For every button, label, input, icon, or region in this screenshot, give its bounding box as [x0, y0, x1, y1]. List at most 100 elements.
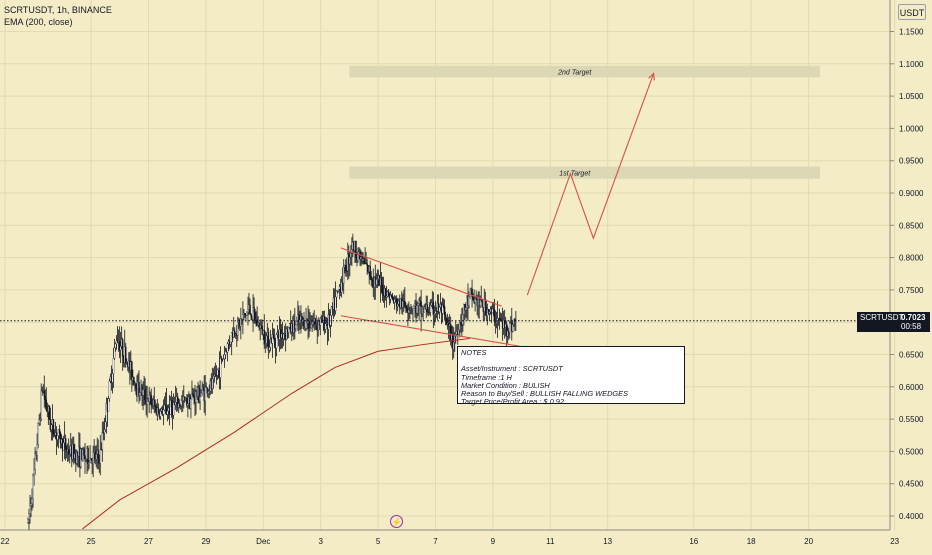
candle-body [92, 452, 94, 464]
candle-body [219, 358, 222, 378]
candle-body [469, 289, 471, 297]
candle-body [443, 306, 446, 316]
price-tag-value: 0.7023 [901, 313, 926, 322]
lightning-bolt-icon[interactable]: ⚡ [390, 515, 403, 528]
candle-body [451, 333, 454, 350]
candle-body [142, 389, 144, 396]
candle-body [174, 402, 177, 406]
candle-body [512, 324, 514, 332]
candle-body [224, 351, 227, 355]
candle-body [113, 347, 116, 359]
currency-button[interactable]: USDT [898, 4, 926, 20]
candle-body [247, 309, 249, 313]
x-tick-label: Dec [256, 537, 270, 546]
notes-line: Target Price/Profit Area : $ 0.92 [461, 397, 564, 407]
candle-body [40, 390, 42, 420]
target-zone-label: 1st Target [559, 171, 591, 178]
candle-body [73, 444, 75, 459]
candle-body [402, 300, 404, 308]
candle-body [484, 299, 487, 308]
candle-body [442, 304, 445, 307]
x-tick-label: 29 [201, 537, 210, 546]
candle-body [393, 299, 396, 303]
candle-series [27, 233, 517, 531]
y-tick-label: 1.0000 [899, 124, 924, 133]
candle-body [438, 307, 441, 313]
x-tick-label: 27 [144, 537, 153, 546]
candle-body [445, 318, 448, 324]
candle-body [192, 393, 194, 397]
candle-body [34, 453, 36, 470]
candle-body [487, 309, 490, 314]
candle-body [36, 444, 38, 456]
y-tick-label: 0.5500 [899, 415, 924, 424]
candle-body [64, 438, 67, 450]
candle-body [211, 378, 214, 389]
candle-body [472, 296, 474, 300]
indicator-label[interactable]: EMA (200, close) [4, 17, 73, 27]
y-tick-label: 0.9000 [899, 189, 924, 198]
candle-body [488, 311, 491, 314]
candle-body [264, 343, 267, 345]
candle-body [396, 304, 399, 307]
candle-body [30, 503, 32, 506]
candle-body [44, 396, 47, 401]
candle-body [359, 251, 361, 260]
candle-body [458, 329, 460, 335]
candle-body [76, 452, 78, 464]
x-tick-label: 3 [318, 537, 323, 546]
candle-body [67, 449, 70, 455]
candle-body [200, 392, 202, 397]
candle-body [31, 498, 33, 504]
candle-body [222, 358, 225, 360]
axis-layer: 1.1500 1.1000 1.0500 1.0000 0.9500 0.9000 0.85… [0, 0, 924, 546]
candle-body [271, 334, 274, 344]
candle-body [494, 320, 497, 323]
candle-body [186, 398, 188, 406]
notes-box[interactable]: NOTES Asset/Instrument : SCRTUSDT Timefr… [457, 346, 685, 407]
ema-line [82, 337, 471, 530]
candle-body [491, 308, 494, 313]
candle-body [464, 303, 466, 311]
candle-body [202, 386, 204, 391]
candle-body [444, 314, 447, 319]
candle-body [505, 323, 508, 337]
candle-body [131, 361, 133, 381]
candle-body [107, 398, 110, 412]
candle-body [267, 332, 270, 351]
candle-body [404, 300, 406, 306]
target-zone [349, 65, 821, 78]
candle-body [357, 254, 359, 261]
symbol-title[interactable]: SCRTUSDT, 1h, BINANCE [4, 5, 112, 15]
candle-body [95, 454, 97, 460]
candle-body [159, 411, 162, 417]
notes-line: Timeframe :1 H [461, 372, 512, 382]
candle-body [139, 392, 141, 396]
candle-body [181, 400, 183, 407]
candle-body [282, 333, 285, 339]
candle-body [103, 429, 106, 434]
candle-body [449, 324, 452, 341]
candle-body [408, 309, 410, 314]
candle-body [50, 424, 53, 430]
candle-body [206, 387, 208, 394]
candle-body [45, 399, 48, 408]
candle-body [212, 375, 215, 380]
candle-body [104, 421, 107, 430]
candle-body [169, 400, 172, 415]
candle-body [58, 429, 61, 434]
candle-body [480, 299, 482, 301]
candle-body [43, 390, 46, 397]
candle-body [133, 377, 135, 385]
candle-body [295, 324, 297, 329]
candle-body [190, 398, 192, 409]
candle-body [49, 419, 52, 430]
candle-body [417, 303, 419, 306]
candle-body [285, 328, 288, 340]
x-tick-label: 25 [87, 537, 96, 546]
y-tick-label: 1.1500 [899, 28, 924, 37]
x-tick-label: 20 [804, 537, 813, 546]
wedge-upper-line [340, 247, 502, 307]
candle-body [205, 386, 207, 388]
